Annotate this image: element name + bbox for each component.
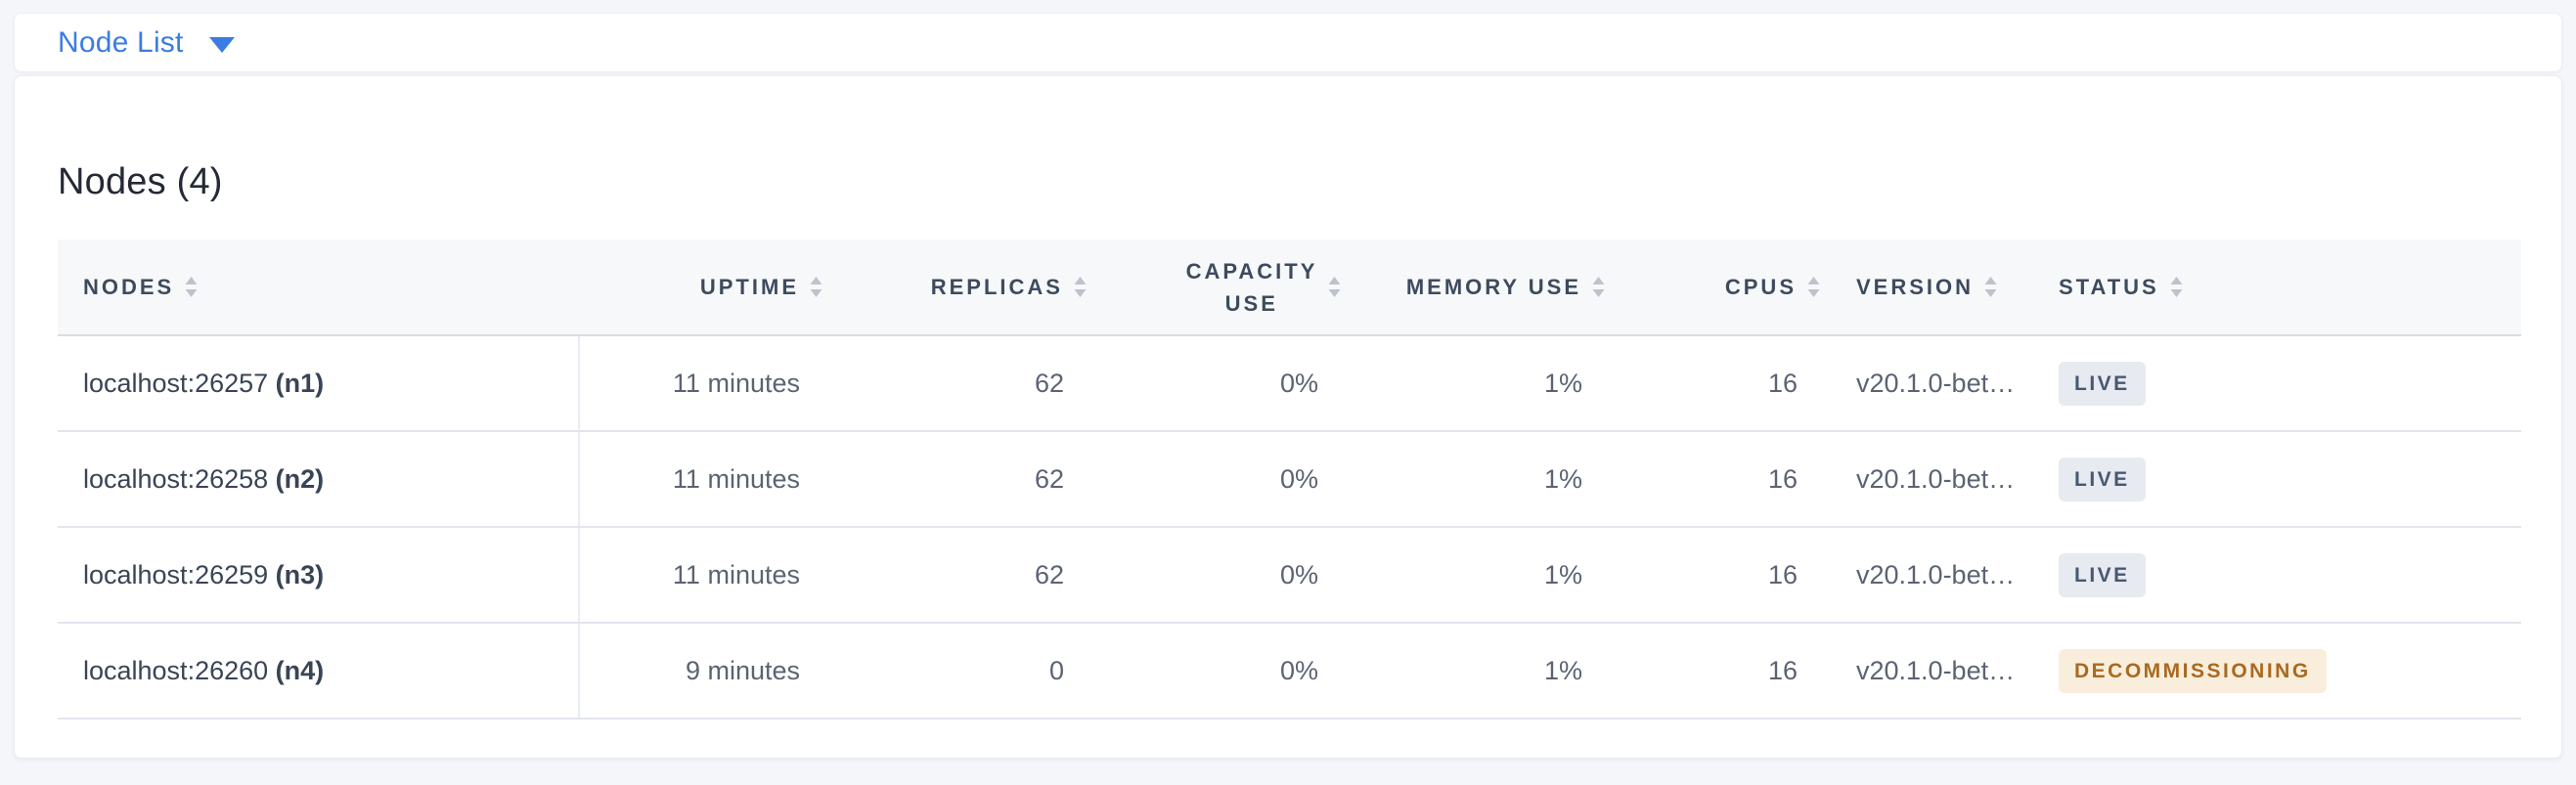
node-address: localhost:26257 xyxy=(83,368,269,398)
cpus-cell: 16 xyxy=(1606,335,1821,432)
status-badge: LIVE xyxy=(2059,361,2146,406)
node-id: (n3) xyxy=(275,559,325,589)
column-label: CPUS xyxy=(1724,274,1797,299)
node-address-cell: localhost:26260 (n4) xyxy=(58,623,580,720)
column-label: VERSION xyxy=(1856,274,1975,299)
uptime-cell: 11 minutes xyxy=(579,431,823,528)
node-address-cell: localhost:26257 (n1) xyxy=(58,335,580,432)
version-cell: v20.1.0-bet… xyxy=(1821,527,2031,624)
column-label: MEMORY USE xyxy=(1405,274,1581,299)
nodes-table: NODES UPTIME REPLICAS CAPACITY USE MEMORY US… xyxy=(58,240,2521,720)
replicas-cell: 62 xyxy=(823,335,1088,432)
column-header-memory_use[interactable]: MEMORY USE xyxy=(1342,240,1606,336)
version-cell: v20.1.0-bet… xyxy=(1821,431,2031,528)
table-header: NODES UPTIME REPLICAS CAPACITY USE MEMORY US… xyxy=(58,240,2521,336)
column-header-uptime[interactable]: UPTIME xyxy=(579,240,823,336)
column-label: CAPACITY USE xyxy=(1185,258,1318,316)
node-id: (n1) xyxy=(275,368,325,398)
sort-arrows-icon[interactable] xyxy=(2169,276,2184,298)
status-cell: LIVE xyxy=(2031,527,2521,624)
node-address: localhost:26259 xyxy=(83,559,269,589)
node-address: localhost:26258 xyxy=(83,463,269,494)
cpus-cell: 16 xyxy=(1606,431,1821,528)
status-cell: LIVE xyxy=(2031,431,2521,528)
column-header-status[interactable]: STATUS xyxy=(2031,240,2521,336)
nodes-panel: Nodes (4) NODES UPTIME REPLICAS CAPACITY US… xyxy=(14,75,2562,759)
node-address: localhost:26260 xyxy=(83,655,269,685)
capacity_use-cell: 0% xyxy=(1088,335,1342,432)
replicas-cell: 0 xyxy=(823,623,1088,720)
uptime-cell: 9 minutes xyxy=(579,623,823,720)
status-badge: DECOMMISSIONING xyxy=(2059,648,2327,693)
column-header-node[interactable]: NODES xyxy=(58,240,579,336)
column-label: REPLICAS xyxy=(930,274,1063,299)
sort-arrows-icon[interactable] xyxy=(1806,276,1821,298)
sort-arrows-icon[interactable] xyxy=(1073,276,1088,298)
node-address-cell: localhost:26259 (n3) xyxy=(58,527,580,624)
column-header-capacity_use[interactable]: CAPACITY USE xyxy=(1088,240,1342,336)
status-badge: LIVE xyxy=(2059,457,2146,502)
memory_use-cell: 1% xyxy=(1342,527,1606,624)
memory_use-cell: 1% xyxy=(1342,623,1606,720)
node-id: (n4) xyxy=(275,655,325,685)
sort-arrows-icon[interactable] xyxy=(1327,276,1342,298)
sort-arrows-icon[interactable] xyxy=(1983,276,1998,298)
column-header-replicas[interactable]: REPLICAS xyxy=(823,240,1088,336)
cpus-cell: 16 xyxy=(1606,623,1821,720)
sort-arrows-icon[interactable] xyxy=(1591,276,1606,298)
replicas-cell: 62 xyxy=(823,527,1088,624)
table-row: localhost:26257 (n1) 11 minutes 62 0% 1% 16 v2… xyxy=(58,335,2521,432)
node-address-cell: localhost:26258 (n2) xyxy=(58,431,580,528)
replicas-cell: 62 xyxy=(823,431,1088,528)
uptime-cell: 11 minutes xyxy=(579,527,823,624)
version-cell: v20.1.0-bet… xyxy=(1821,623,2031,720)
uptime-cell: 11 minutes xyxy=(579,335,823,432)
column-label: STATUS xyxy=(2059,274,2159,299)
table-header-row: NODES UPTIME REPLICAS CAPACITY USE MEMORY US… xyxy=(58,240,2521,336)
memory_use-cell: 1% xyxy=(1342,431,1606,528)
panel-title: Nodes (4) xyxy=(58,161,223,202)
memory_use-cell: 1% xyxy=(1342,335,1606,432)
table-row: localhost:26260 (n4) 9 minutes 0 0% 1% 16 v20.… xyxy=(58,623,2521,720)
status-badge: LIVE xyxy=(2059,552,2146,597)
column-label: UPTIME xyxy=(699,274,799,299)
view-selector-dropdown[interactable]: Node List xyxy=(58,26,235,60)
view-selector-bar: Node List xyxy=(14,13,2562,72)
capacity_use-cell: 0% xyxy=(1088,431,1342,528)
sort-arrows-icon[interactable] xyxy=(184,276,199,298)
table-row: localhost:26259 (n3) 11 minutes 62 0% 1% 16 v2… xyxy=(58,527,2521,624)
table-row: localhost:26258 (n2) 11 minutes 62 0% 1% 16 v2… xyxy=(58,431,2521,528)
node-id: (n2) xyxy=(275,463,325,494)
capacity_use-cell: 0% xyxy=(1088,623,1342,720)
sort-arrows-icon[interactable] xyxy=(809,276,823,298)
column-header-cpus[interactable]: CPUS xyxy=(1606,240,1821,336)
chevron-down-icon xyxy=(208,37,235,53)
status-cell: LIVE xyxy=(2031,335,2521,432)
cpus-cell: 16 xyxy=(1606,527,1821,624)
version-cell: v20.1.0-bet… xyxy=(1821,335,2031,432)
column-label: NODES xyxy=(83,274,175,299)
status-cell: DECOMMISSIONING xyxy=(2031,623,2521,720)
capacity_use-cell: 0% xyxy=(1088,527,1342,624)
view-selector-label: Node List xyxy=(58,25,184,59)
column-header-version[interactable]: VERSION xyxy=(1821,240,2031,336)
